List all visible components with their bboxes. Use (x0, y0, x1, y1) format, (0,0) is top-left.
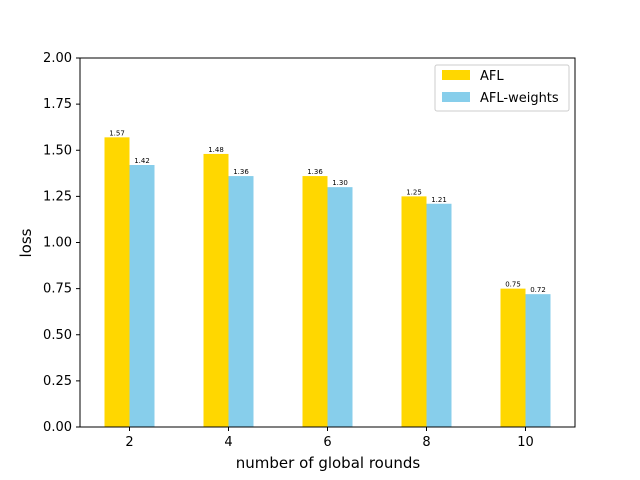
legend-swatch-afl (442, 70, 470, 80)
y-tick-label: 2.00 (43, 51, 72, 66)
bar-afl-10 (500, 288, 526, 427)
bar-value-label: 1.48 (208, 146, 224, 154)
bar-afl-6 (302, 176, 328, 427)
bar-value-label: 0.72 (530, 286, 546, 294)
bar-value-label: 1.25 (406, 188, 422, 196)
x-axis: 2 4 6 8 10 (125, 427, 534, 450)
y-tick-label: 1.25 (43, 189, 72, 204)
x-tick-label: 8 (422, 435, 430, 450)
x-tick-label: 2 (125, 435, 133, 450)
bar-value-label: 1.57 (109, 129, 125, 137)
legend: AFL AFL-weights (434, 64, 570, 112)
bar-afl-8 (401, 196, 427, 427)
bar-afl-weights-2 (129, 165, 155, 427)
bar-afl-4 (203, 153, 229, 427)
x-tick-label: 10 (517, 435, 534, 450)
value-labels-layer: 1.57 1.48 1.36 1.25 0.75 1.42 1.36 1.30 1.21 0.72 (109, 129, 546, 294)
y-tick-label: 1.00 (43, 236, 72, 251)
y-tick-label: 0.00 (43, 420, 72, 435)
bar-value-label: 1.42 (134, 157, 150, 165)
x-axis-label: number of global rounds (236, 454, 421, 472)
bar-value-label: 1.30 (332, 179, 348, 187)
x-tick-label: 6 (323, 435, 331, 450)
y-axis: 0.00 0.25 0.50 0.75 1.00 1.25 1.50 1.75 2.00 (43, 51, 80, 435)
bar-value-label: 1.21 (431, 196, 447, 204)
bar-afl-weights-4 (228, 176, 254, 427)
bar-value-label: 1.36 (233, 168, 249, 176)
legend-swatch-afl-weights (442, 92, 470, 102)
bar-value-label: 0.75 (505, 281, 521, 289)
y-tick-label: 1.50 (43, 143, 72, 158)
y-axis-label: loss (17, 228, 35, 257)
bar-afl-weights-8 (426, 203, 452, 427)
y-tick-label: 0.50 (43, 328, 72, 343)
y-tick-label: 0.75 (43, 282, 72, 297)
bar-value-label: 1.36 (307, 168, 323, 176)
y-tick-label: 0.25 (43, 374, 72, 389)
x-tick-label: 4 (224, 435, 232, 450)
legend-label-afl: AFL (480, 69, 504, 84)
bar-afl-weights-10 (525, 294, 551, 427)
bars-layer (104, 137, 551, 427)
y-tick-label: 1.75 (43, 97, 72, 112)
bar-afl-weights-6 (327, 187, 353, 427)
legend-label-afl-weights: AFL-weights (480, 91, 559, 106)
bar-afl-2 (104, 137, 130, 427)
